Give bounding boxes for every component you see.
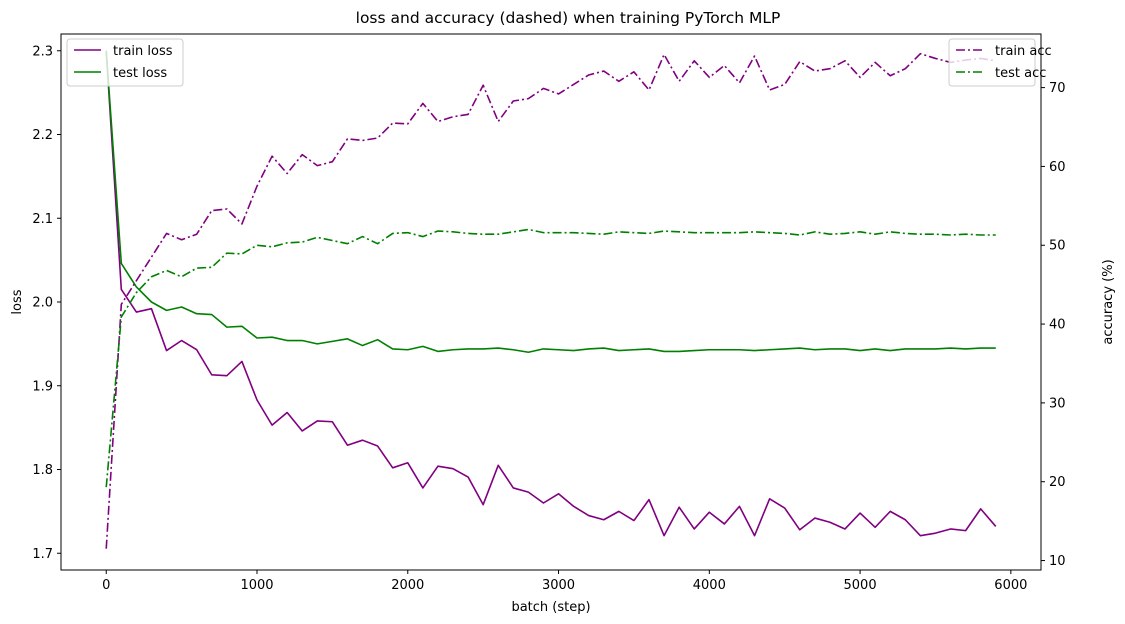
- y-left-tick-label: 1.7: [32, 547, 53, 562]
- series-line-test-acc: [105, 228, 996, 488]
- chart-title: loss and accuracy (dashed) when training…: [356, 9, 781, 27]
- series-line-train-acc: [105, 52, 996, 549]
- y-axis-left: 1.7 1.8 1.9 2.0 2.1 2.2 2.3: [32, 44, 61, 562]
- y-left-tick-label: 2.1: [32, 212, 53, 227]
- plot-frame: [60, 33, 1042, 571]
- y-right-tick-label: 10: [1049, 554, 1066, 569]
- y-right-tick-label: 20: [1049, 475, 1066, 490]
- y-axis-right-label: accuracy (%): [1101, 259, 1116, 344]
- y-right-tick-label: 70: [1049, 81, 1066, 96]
- y-left-tick-label: 2.2: [32, 128, 53, 143]
- x-axis-label: batch (step): [511, 600, 590, 615]
- y-axis-left-label: loss: [10, 289, 25, 314]
- series-line-train-loss: [105, 50, 997, 537]
- x-tick-label: 2000: [391, 578, 424, 593]
- legend-test-loss-label: test loss: [113, 66, 167, 81]
- legend-left: train loss test loss: [66, 38, 184, 87]
- y-left-tick-label: 2.3: [32, 44, 53, 59]
- x-tick-label: 0: [102, 578, 110, 593]
- x-tick-label: 6000: [994, 578, 1027, 593]
- y-left-tick-label: 1.9: [32, 379, 53, 394]
- legend-train-acc-label: train acc: [995, 44, 1052, 59]
- y-left-tick-label: 1.8: [32, 463, 53, 478]
- plot-area: [105, 50, 997, 549]
- y-right-tick-label: 50: [1049, 239, 1066, 254]
- x-tick-label: 1000: [240, 578, 273, 593]
- legend-test-acc-label: test acc: [995, 66, 1046, 81]
- y-right-tick-label: 40: [1049, 318, 1066, 333]
- legend-right: train acc test acc: [948, 38, 1052, 87]
- x-tick-label: 4000: [693, 578, 726, 593]
- y-right-tick-label: 60: [1049, 160, 1066, 175]
- x-tick-label: 3000: [542, 578, 575, 593]
- y-axis-right: 10 20 30 40 50 60 70: [1041, 81, 1066, 569]
- y-left-tick-label: 2.0: [32, 296, 53, 311]
- legend-right-box: [948, 38, 1036, 87]
- x-axis: 0 1000 2000 3000 4000 5000 6000: [102, 570, 1027, 593]
- series-line-test-loss: [105, 50, 996, 354]
- x-tick-label: 5000: [844, 578, 877, 593]
- legend-train-loss-label: train loss: [113, 44, 173, 59]
- y-right-tick-label: 30: [1049, 396, 1066, 411]
